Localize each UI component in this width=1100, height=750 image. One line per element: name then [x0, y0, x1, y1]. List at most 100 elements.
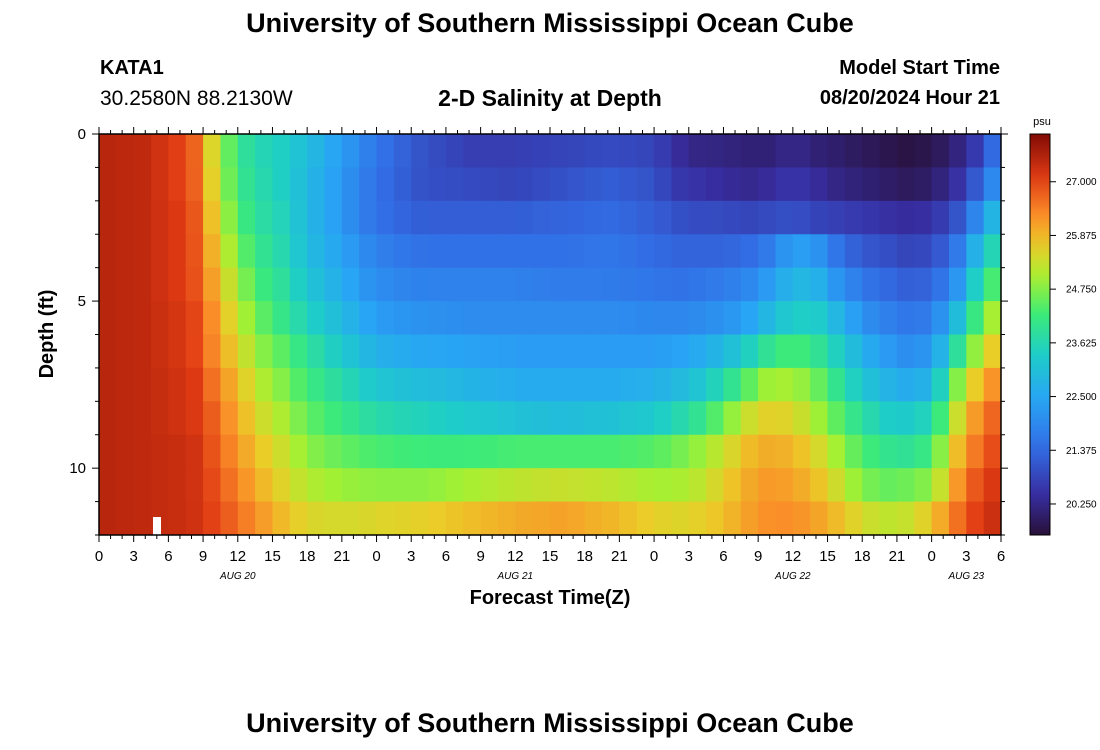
heatmap-cell: [844, 234, 863, 269]
heatmap-cell: [480, 267, 499, 302]
heatmap-cell: [151, 200, 169, 235]
heatmap-cell: [706, 501, 725, 535]
heatmap-cell: [948, 301, 967, 336]
heatmap-cell: [844, 200, 863, 235]
heatmap-cell: [550, 167, 568, 202]
heatmap-cell: [931, 468, 950, 503]
heatmap-cell: [948, 401, 967, 436]
heatmap-cell: [532, 434, 551, 469]
heatmap-cell: [203, 401, 222, 436]
heatmap-cell: [827, 367, 846, 402]
heatmap-cell: [740, 134, 759, 169]
heatmap-cell: [272, 401, 291, 436]
heatmap-cell: [203, 134, 222, 169]
heatmap-cell: [220, 434, 239, 469]
heatmap-cell: [706, 234, 725, 269]
heatmap-cell: [619, 267, 638, 302]
heatmap-cell: [393, 434, 412, 469]
heatmap-cell: [341, 301, 360, 336]
heatmap-cell: [810, 501, 829, 535]
heatmap-cell: [393, 401, 412, 436]
heatmap-cell: [237, 468, 256, 503]
heatmap-cell: [185, 167, 204, 202]
heatmap-cell: [133, 200, 152, 235]
heatmap-cell: [896, 401, 915, 436]
heatmap-cell: [636, 134, 655, 169]
heatmap-cell: [966, 134, 985, 169]
heatmap-cell: [428, 434, 447, 469]
heatmap-cell: [723, 267, 742, 302]
heatmap-cell: [706, 167, 725, 202]
heatmap-cell: [237, 234, 256, 269]
heatmap-cell: [931, 200, 950, 235]
heatmap-cell: [480, 200, 499, 235]
heatmap-cell: [844, 367, 863, 402]
heatmap-cell: [324, 267, 343, 302]
heatmap-cell: [463, 267, 482, 302]
heatmap-cell: [463, 234, 482, 269]
heatmap-cell: [463, 167, 482, 202]
heatmap-cell: [255, 267, 274, 302]
heatmap-cell: [255, 167, 274, 202]
heatmap-cell: [948, 167, 967, 202]
heatmap-cell: [480, 367, 499, 402]
heatmap-cell: [272, 367, 291, 402]
station-id: KATA1: [100, 57, 164, 79]
heatmap-cell: [411, 334, 430, 369]
heatmap-cell: [584, 234, 603, 269]
heatmap-cell: [827, 200, 846, 235]
heatmap-cell: [289, 234, 308, 269]
x-tick-label: 6: [442, 548, 450, 565]
heatmap-cell: [567, 334, 586, 369]
heatmap-cell: [602, 367, 620, 402]
heatmap-cell: [532, 167, 551, 202]
heatmap-cell: [393, 468, 412, 503]
heatmap-cell: [203, 167, 222, 202]
heatmap-cell: [792, 367, 811, 402]
heatmap-cell: [723, 434, 742, 469]
footer-title: University of Southern Mississippi Ocean…: [246, 708, 854, 738]
heatmap-cell: [567, 200, 586, 235]
heatmap-cell: [272, 267, 291, 302]
heatmap-cell: [688, 200, 707, 235]
colorbar-tick-label: 25.875: [1066, 231, 1097, 242]
heatmap-cell: [428, 401, 447, 436]
heatmap-cell: [133, 367, 152, 402]
heatmap-cell: [168, 367, 187, 402]
y-axis-label: Depth (ft): [36, 290, 58, 379]
heatmap-cell: [844, 434, 863, 469]
heatmap-cell: [532, 134, 551, 169]
heatmap-cell: [307, 200, 326, 235]
heatmap-cell: [116, 301, 135, 336]
heatmap-cell: [376, 434, 395, 469]
heatmap-cell: [480, 401, 499, 436]
heatmap-cell: [445, 200, 464, 235]
heatmap-cell: [844, 401, 863, 436]
heatmap-cell: [237, 267, 256, 302]
heatmap-cell: [654, 200, 673, 235]
heatmap-cell: [567, 301, 586, 336]
heatmap-cell: [116, 401, 135, 436]
heatmap-cell: [203, 367, 222, 402]
heatmap-cell: [272, 200, 291, 235]
heatmap-cell: [931, 134, 950, 169]
heatmap-cell: [359, 134, 378, 169]
heatmap-cell: [324, 167, 343, 202]
heatmap-cell: [966, 200, 985, 235]
heatmap-cell: [602, 501, 620, 535]
heatmap-cell: [567, 401, 586, 436]
heatmap-cell: [879, 468, 898, 503]
heatmap-cell: [723, 334, 742, 369]
heatmap-cell: [359, 434, 378, 469]
heatmap-cell: [740, 501, 759, 535]
heatmap-cell: [602, 167, 620, 202]
heatmap-cell: [497, 234, 516, 269]
heatmap-cell: [515, 501, 534, 535]
heatmap-cell: [896, 200, 915, 235]
heatmap-cell: [550, 134, 568, 169]
heatmap-cell: [862, 267, 881, 302]
heatmap-cell: [497, 200, 516, 235]
heatmap-cell: [185, 267, 204, 302]
heatmap-cell: [723, 468, 742, 503]
heatmap-cell: [341, 200, 360, 235]
